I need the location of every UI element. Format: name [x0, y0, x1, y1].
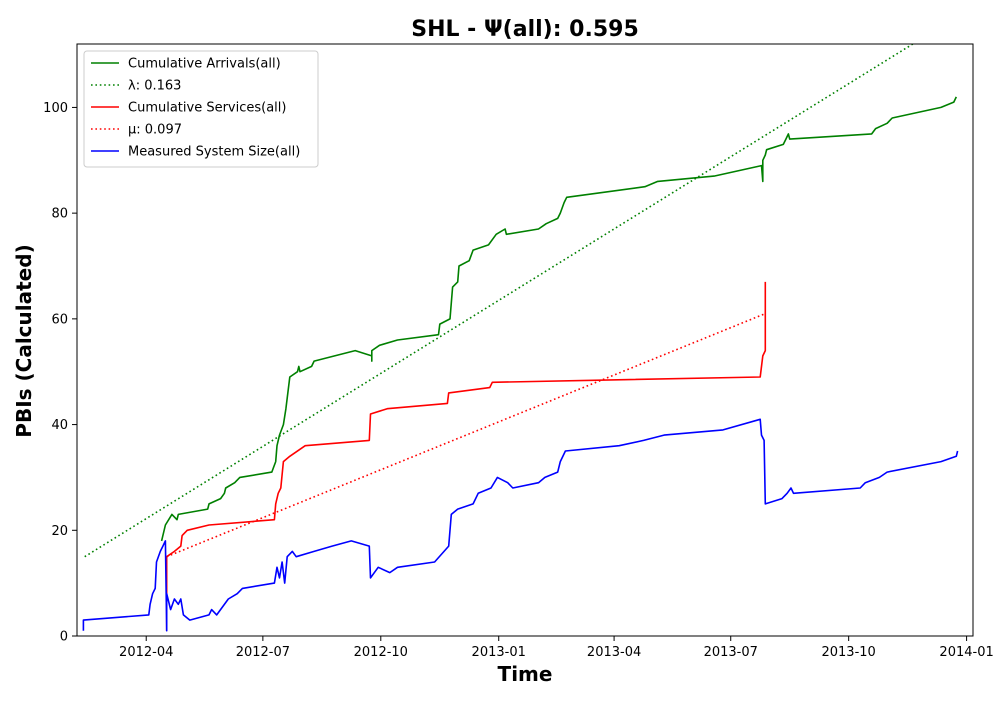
y-tick-label: 100 — [43, 101, 68, 116]
legend-entry-label: Cumulative Services(all) — [128, 101, 286, 116]
x-tick-label: 2012-07 — [236, 645, 290, 660]
y-tick-label: 0 — [60, 630, 68, 645]
x-tick-label: 2013-07 — [704, 645, 758, 660]
series-line-cumulative-arrivals-all — [160, 96, 958, 542]
y-tick-label: 80 — [51, 207, 68, 222]
y-axis-label: PBIs (Calculated) — [12, 244, 36, 437]
x-tick-label: 2012-10 — [354, 645, 408, 660]
series-line-cumulative-services-all — [165, 281, 767, 631]
x-tick-label: 2012-04 — [119, 645, 173, 660]
y-tick-label: 60 — [51, 312, 68, 327]
y-tick-label: 40 — [51, 418, 68, 433]
legend-entry-label: Cumulative Arrivals(all) — [128, 57, 281, 72]
legend-entry-label: λ: 0.163 — [128, 79, 181, 94]
legend-box — [83, 50, 319, 168]
series-line-measured-system-size-all — [82, 418, 959, 632]
x-tick-label: 2013-04 — [587, 645, 641, 660]
x-tick-label: 2013-01 — [472, 645, 526, 660]
legend-entry-label: μ: 0.097 — [128, 123, 182, 138]
plot-area: 2012-04 2012-07 2012-10 2013-01 2013-04 2013-… — [43, 43, 994, 660]
x-tick-label: 2013-10 — [821, 645, 875, 660]
legend-entry-label: Measured System Size(all) — [128, 145, 300, 160]
x-tick-label: 2014-01 — [939, 645, 993, 660]
y-tick-label: 20 — [51, 524, 68, 539]
chart-title: SHL - Ψ(all): 0.595 — [411, 17, 639, 42]
plot-frame — [76, 43, 974, 637]
x-axis-label: Time — [498, 662, 553, 686]
legend: Cumulative Arrivals(all) λ: 0.163 Cumulati… — [83, 50, 319, 168]
